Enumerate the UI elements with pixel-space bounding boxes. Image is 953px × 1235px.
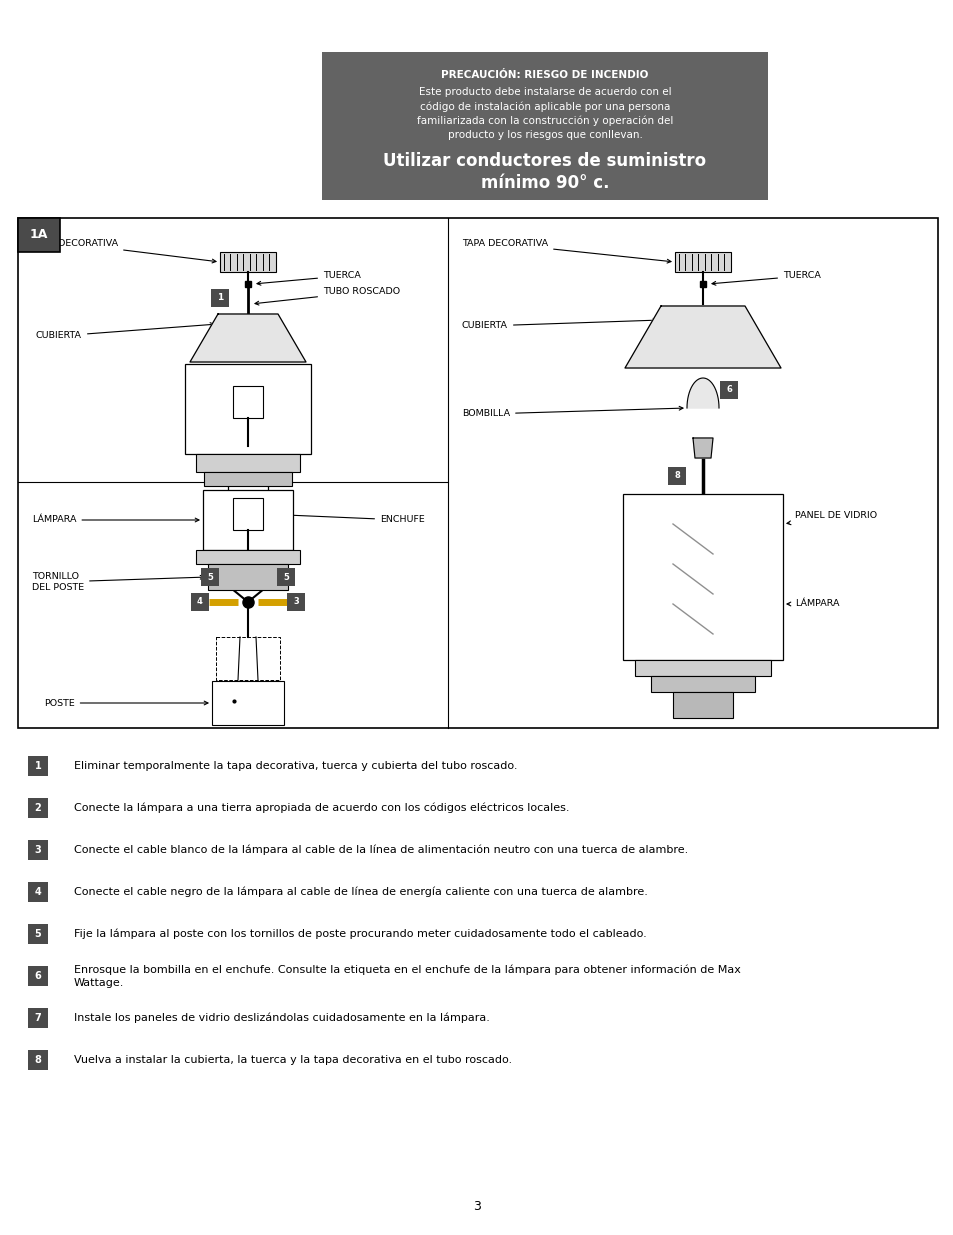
Text: 1A: 1A <box>30 228 49 242</box>
Bar <box>28 756 48 776</box>
Text: 3: 3 <box>34 845 41 855</box>
Bar <box>195 550 299 564</box>
Text: CUBIERTA: CUBIERTA <box>461 319 657 331</box>
Bar <box>720 382 738 399</box>
Bar <box>18 219 937 727</box>
Text: 1: 1 <box>34 761 41 771</box>
Text: TAPA DECORATIVA: TAPA DECORATIVA <box>461 240 670 263</box>
Text: 8: 8 <box>34 1055 41 1065</box>
Text: LÁMPARA: LÁMPARA <box>786 599 839 609</box>
Bar <box>185 364 311 454</box>
Text: 3: 3 <box>293 598 298 606</box>
Bar <box>287 593 305 611</box>
Text: LÁMPARA: LÁMPARA <box>32 515 199 525</box>
Text: CUBIERTA: CUBIERTA <box>36 322 213 341</box>
Bar <box>635 659 770 676</box>
Bar <box>650 676 754 692</box>
Text: Vuelva a instalar la cubierta, la tuerca y la tapa decorativa en el tubo roscado: Vuelva a instalar la cubierta, la tuerca… <box>74 1055 512 1065</box>
Bar <box>212 680 284 725</box>
Bar <box>622 494 782 659</box>
Text: 4: 4 <box>197 598 203 606</box>
Text: TUBO ROSCADO: TUBO ROSCADO <box>254 288 399 305</box>
Text: Este producto debe instalarse de acuerdo con el
código de instalación aplicable : Este producto debe instalarse de acuerdo… <box>416 86 673 141</box>
Bar <box>233 498 263 530</box>
Bar <box>204 472 292 487</box>
Text: Instale los paneles de vidrio deslizándolas cuidadosamente en la lámpara.: Instale los paneles de vidrio deslizándo… <box>74 1013 489 1024</box>
Bar <box>201 568 219 585</box>
Polygon shape <box>190 314 306 362</box>
Bar <box>211 289 229 308</box>
Text: PRECAUCIÓN: RIESGO DE INCENDIO: PRECAUCIÓN: RIESGO DE INCENDIO <box>441 70 648 80</box>
Text: 3: 3 <box>473 1200 480 1214</box>
Text: 6: 6 <box>34 971 41 981</box>
Text: 5: 5 <box>283 573 289 582</box>
Bar <box>675 252 730 272</box>
Text: 8: 8 <box>674 472 679 480</box>
Bar <box>28 840 48 860</box>
Bar <box>195 454 299 472</box>
Text: 7: 7 <box>34 1013 41 1023</box>
Bar <box>322 52 767 200</box>
Bar <box>203 490 293 550</box>
Text: 6: 6 <box>725 385 731 394</box>
Text: ENCHUFE: ENCHUFE <box>267 513 424 525</box>
Bar <box>28 966 48 986</box>
Bar <box>191 593 209 611</box>
Text: 2: 2 <box>34 803 41 813</box>
Text: Conecte la lámpara a una tierra apropiada de acuerdo con los códigos eléctricos : Conecte la lámpara a una tierra apropiad… <box>74 803 569 814</box>
Bar <box>28 1008 48 1028</box>
Bar <box>220 252 275 272</box>
Text: BOMBILLA: BOMBILLA <box>461 406 682 419</box>
Bar <box>28 882 48 902</box>
Text: 1: 1 <box>216 294 223 303</box>
Text: Eliminar temporalmente la tapa decorativa, tuerca y cubierta del tubo roscado.: Eliminar temporalmente la tapa decorativ… <box>74 761 517 771</box>
Bar <box>672 692 732 718</box>
Text: Fije la lámpara al poste con los tornillos de poste procurando meter cuidadosame: Fije la lámpara al poste con los tornill… <box>74 929 646 940</box>
Bar <box>667 467 685 485</box>
Polygon shape <box>692 438 712 458</box>
Text: TORNILLO
DEL POSTE: TORNILLO DEL POSTE <box>32 572 204 592</box>
Bar <box>28 924 48 944</box>
Polygon shape <box>686 378 719 408</box>
Text: TUERCA: TUERCA <box>256 272 360 285</box>
Text: 5: 5 <box>207 573 213 582</box>
Text: 4: 4 <box>34 887 41 897</box>
Text: 5: 5 <box>34 929 41 939</box>
Text: Utilizar conductores de suministro
mínimo 90° c.: Utilizar conductores de suministro mínim… <box>383 152 706 191</box>
Bar <box>28 1050 48 1070</box>
Bar <box>28 798 48 818</box>
Bar <box>276 568 294 585</box>
Text: TUERCA: TUERCA <box>711 272 820 285</box>
Text: POSTE: POSTE <box>44 699 208 708</box>
Polygon shape <box>624 306 781 368</box>
Bar <box>233 385 263 417</box>
Bar <box>18 219 60 252</box>
Text: TAPA DECORATIVA: TAPA DECORATIVA <box>32 240 215 263</box>
Text: Enrosque la bombilla en el enchufe. Consulte la etiqueta en el enchufe de la lám: Enrosque la bombilla en el enchufe. Cons… <box>74 965 740 988</box>
Bar <box>208 564 288 590</box>
Text: Conecte el cable negro de la lámpara al cable de línea de energía caliente con u: Conecte el cable negro de la lámpara al … <box>74 887 647 898</box>
Text: Conecte el cable blanco de la lámpara al cable de la línea de alimentación neutr: Conecte el cable blanco de la lámpara al… <box>74 845 687 856</box>
Text: PANEL DE VIDRIO: PANEL DE VIDRIO <box>786 511 876 525</box>
